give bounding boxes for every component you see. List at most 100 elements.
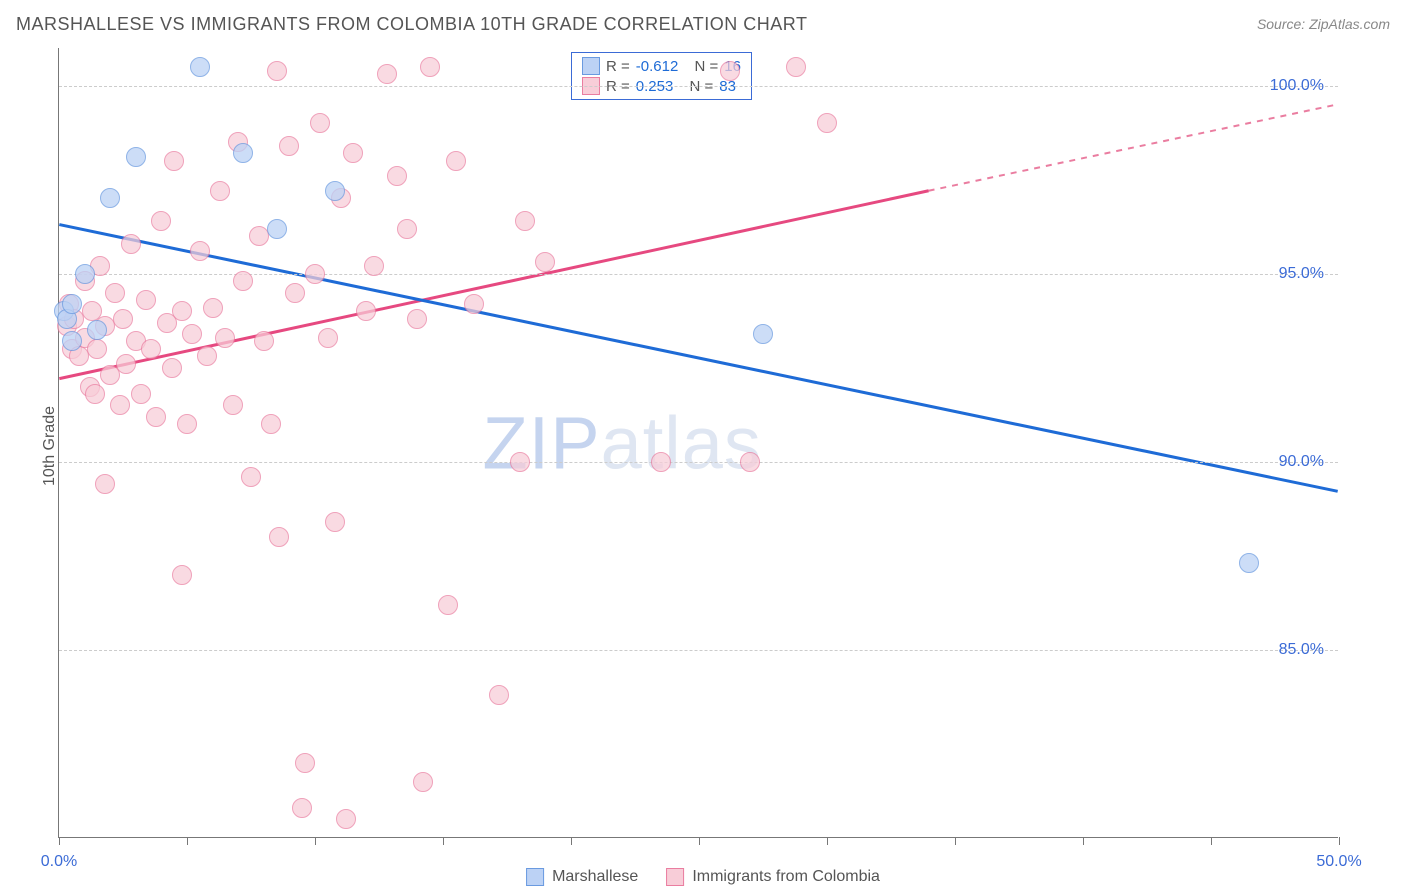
point-b (343, 143, 363, 163)
point-a (75, 264, 95, 284)
point-b (241, 467, 261, 487)
point-b (210, 181, 230, 201)
point-b (182, 324, 202, 344)
point-b (121, 234, 141, 254)
point-b (310, 113, 330, 133)
point-b (85, 384, 105, 404)
xtick (1211, 837, 1212, 845)
swatch-a (582, 57, 600, 75)
point-a (753, 324, 773, 344)
point-b (146, 407, 166, 427)
point-a (233, 143, 253, 163)
xtick (827, 837, 828, 845)
gridline-h (59, 462, 1338, 463)
xtick (699, 837, 700, 845)
point-b (510, 452, 530, 472)
legend-label-b: Immigrants from Colombia (692, 868, 880, 886)
point-b (87, 339, 107, 359)
point-b (267, 61, 287, 81)
point-b (223, 395, 243, 415)
point-b (269, 527, 289, 547)
point-a (325, 181, 345, 201)
point-b (325, 512, 345, 532)
watermark-zip: ZIP (482, 402, 600, 485)
xtick (187, 837, 188, 845)
swatch-b-icon (666, 868, 684, 886)
point-b (377, 64, 397, 84)
point-b (279, 136, 299, 156)
point-b (420, 57, 440, 77)
y-axis-label: 10th Grade (41, 406, 59, 486)
chart-header: MARSHALLESE VS IMMIGRANTS FROM COLOMBIA … (0, 0, 1406, 48)
point-b (197, 346, 217, 366)
ytick-label: 85.0% (1279, 641, 1324, 659)
xtick (955, 837, 956, 845)
chart-plot-area: ZIPatlas R = -0.612 N = 16 R = 0.253 N =… (58, 48, 1338, 838)
point-a (62, 294, 82, 314)
point-b (164, 151, 184, 171)
point-b (336, 809, 356, 829)
swatch-a-icon (526, 868, 544, 886)
point-b (151, 211, 171, 231)
gridline-h (59, 650, 1338, 651)
point-b (285, 283, 305, 303)
xtick-label: 50.0% (1316, 853, 1361, 871)
r-value-a: -0.612 (636, 58, 679, 75)
point-b (113, 309, 133, 329)
point-a (62, 331, 82, 351)
r-label: R = (606, 58, 630, 75)
point-b (292, 798, 312, 818)
series-legend: Marshallese Immigrants from Colombia (526, 868, 880, 886)
point-b (110, 395, 130, 415)
point-b (387, 166, 407, 186)
point-b (136, 290, 156, 310)
point-b (190, 241, 210, 261)
point-a (267, 219, 287, 239)
watermark-atlas: atlas (601, 402, 762, 485)
point-b (105, 283, 125, 303)
point-b (407, 309, 427, 329)
point-a (100, 188, 120, 208)
point-b (95, 474, 115, 494)
point-b (233, 271, 253, 291)
stats-row-a: R = -0.612 N = 16 (582, 57, 741, 75)
point-b (141, 339, 161, 359)
point-b (535, 252, 555, 272)
point-b (172, 301, 192, 321)
point-b (177, 414, 197, 434)
point-b (397, 219, 417, 239)
xtick (1339, 837, 1340, 845)
point-b (446, 151, 466, 171)
point-a (190, 57, 210, 77)
n-label: N = (694, 58, 718, 75)
point-b (215, 328, 235, 348)
xtick (315, 837, 316, 845)
xtick (443, 837, 444, 845)
gridline-h (59, 86, 1338, 87)
point-b (131, 384, 151, 404)
xtick (571, 837, 572, 845)
point-b (261, 414, 281, 434)
xtick (1083, 837, 1084, 845)
point-b (254, 331, 274, 351)
point-b (295, 753, 315, 773)
point-b (464, 294, 484, 314)
point-b (162, 358, 182, 378)
point-b (817, 113, 837, 133)
ytick-label: 90.0% (1279, 453, 1324, 471)
point-b (438, 595, 458, 615)
legend-item-b: Immigrants from Colombia (666, 868, 880, 886)
point-b (413, 772, 433, 792)
point-b (203, 298, 223, 318)
ytick-label: 100.0% (1270, 77, 1324, 95)
legend-label-a: Marshallese (552, 868, 638, 886)
chart-title: MARSHALLESE VS IMMIGRANTS FROM COLOMBIA … (16, 14, 807, 35)
point-a (87, 320, 107, 340)
point-b (172, 565, 192, 585)
xtick-label: 0.0% (41, 853, 77, 871)
point-b (489, 685, 509, 705)
point-b (740, 452, 760, 472)
point-a (126, 147, 146, 167)
ytick-label: 95.0% (1279, 265, 1324, 283)
point-b (515, 211, 535, 231)
